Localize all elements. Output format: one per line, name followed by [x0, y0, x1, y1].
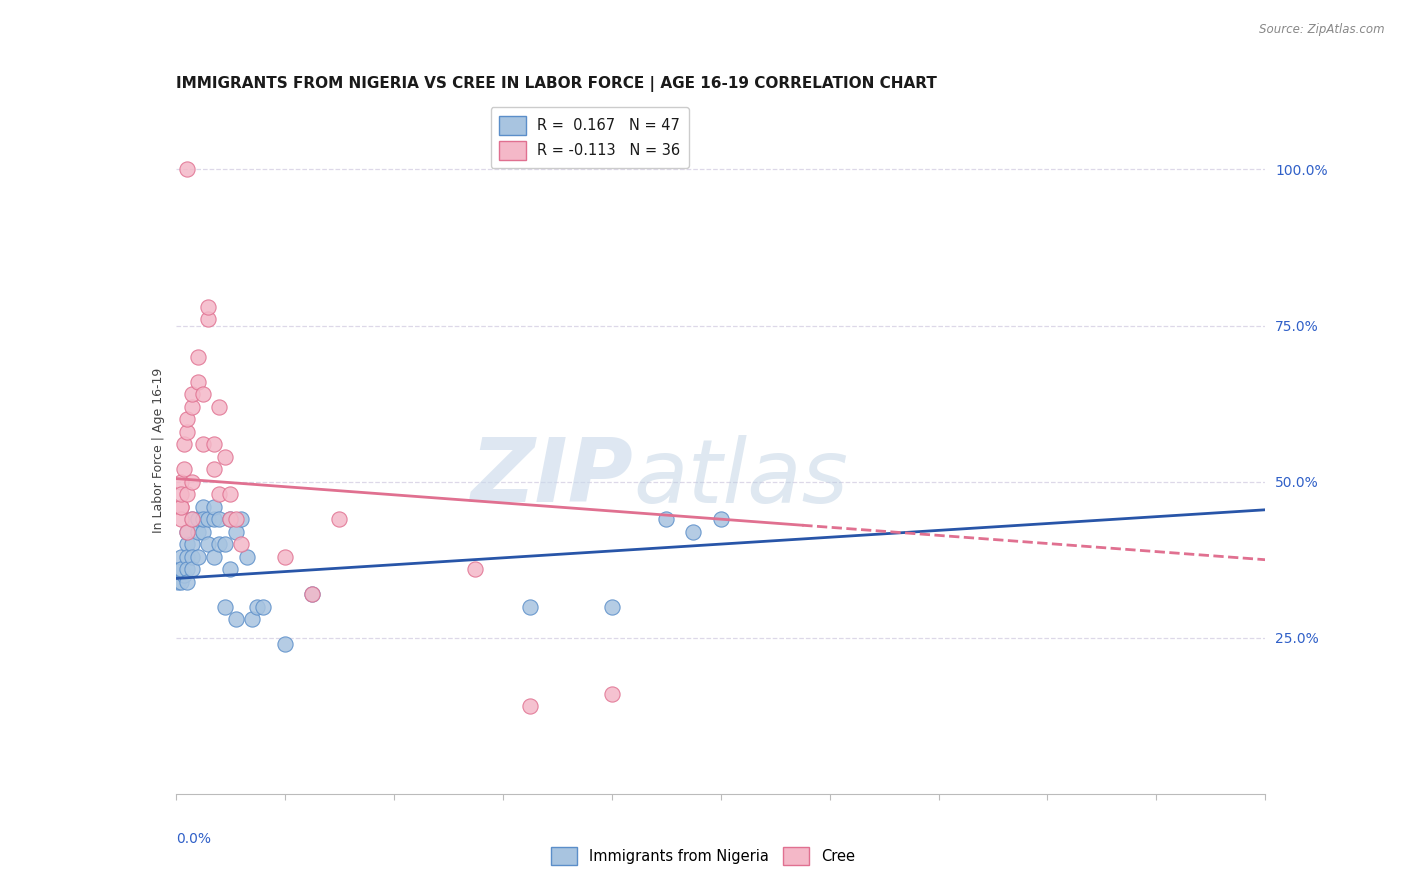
Point [167, 574, 190, 589]
Point [219, 487, 242, 501]
Point [176, 162, 198, 177]
Point [600, 599, 623, 614]
Point [176, 524, 198, 539]
Point [170, 500, 193, 514]
Point [186, 512, 209, 526]
Point [252, 599, 274, 614]
Point [186, 375, 209, 389]
Point [301, 587, 323, 601]
Point [186, 524, 209, 539]
Point [173, 462, 195, 476]
Point [170, 562, 193, 576]
Point [170, 500, 193, 514]
Point [202, 549, 225, 564]
Point [181, 475, 204, 489]
Point [225, 612, 247, 626]
Point [231, 537, 253, 551]
Point [170, 512, 193, 526]
Point [235, 549, 257, 564]
Point [600, 687, 623, 701]
Point [225, 524, 247, 539]
Point [186, 549, 209, 564]
Point [170, 574, 193, 589]
Point [682, 524, 704, 539]
Point [208, 512, 231, 526]
Point [170, 487, 193, 501]
Point [274, 549, 297, 564]
Point [186, 350, 209, 364]
Point [710, 512, 733, 526]
Point [170, 549, 193, 564]
Point [181, 512, 204, 526]
Point [181, 537, 204, 551]
Point [176, 487, 198, 501]
Point [240, 612, 263, 626]
Point [225, 512, 247, 526]
Point [197, 512, 219, 526]
Point [191, 524, 214, 539]
Point [197, 312, 219, 326]
Legend: R =  0.167   N = 47, R = -0.113   N = 36: R = 0.167 N = 47, R = -0.113 N = 36 [491, 107, 689, 169]
Point [208, 537, 231, 551]
Point [301, 587, 323, 601]
Point [170, 562, 193, 576]
Text: ZIP: ZIP [471, 434, 633, 522]
Point [214, 450, 236, 464]
Point [181, 562, 204, 576]
Point [202, 512, 225, 526]
Text: Source: ZipAtlas.com: Source: ZipAtlas.com [1260, 23, 1385, 37]
Point [202, 462, 225, 476]
Point [519, 699, 541, 714]
Point [202, 500, 225, 514]
Point [208, 487, 231, 501]
Point [214, 599, 236, 614]
Point [176, 562, 198, 576]
Point [170, 475, 193, 489]
Point [181, 400, 204, 414]
Point [219, 512, 242, 526]
Point [176, 574, 198, 589]
Point [246, 599, 269, 614]
Point [197, 300, 219, 314]
Point [170, 562, 193, 576]
Point [176, 537, 198, 551]
Point [173, 568, 195, 582]
Point [181, 387, 204, 401]
Text: atlas: atlas [633, 435, 848, 521]
Point [173, 437, 195, 451]
Point [219, 512, 242, 526]
Point [214, 537, 236, 551]
Point [181, 512, 204, 526]
Point [655, 512, 678, 526]
Point [274, 637, 297, 651]
Point [328, 512, 350, 526]
Point [191, 500, 214, 514]
Point [219, 562, 242, 576]
Point [191, 437, 214, 451]
Legend: Immigrants from Nigeria, Cree: Immigrants from Nigeria, Cree [546, 841, 860, 871]
Point [176, 549, 198, 564]
Point [197, 537, 219, 551]
Point [519, 599, 541, 614]
Point [181, 549, 204, 564]
Point [176, 425, 198, 439]
Point [191, 512, 214, 526]
Point [191, 387, 214, 401]
Point [231, 512, 253, 526]
Text: IMMIGRANTS FROM NIGERIA VS CREE IN LABOR FORCE | AGE 16-19 CORRELATION CHART: IMMIGRANTS FROM NIGERIA VS CREE IN LABOR… [176, 76, 936, 92]
Y-axis label: In Labor Force | Age 16-19: In Labor Force | Age 16-19 [152, 368, 165, 533]
Text: 0.0%: 0.0% [176, 831, 211, 846]
Point [202, 437, 225, 451]
Point [208, 400, 231, 414]
Point [464, 562, 486, 576]
Point [176, 524, 198, 539]
Point [176, 412, 198, 426]
